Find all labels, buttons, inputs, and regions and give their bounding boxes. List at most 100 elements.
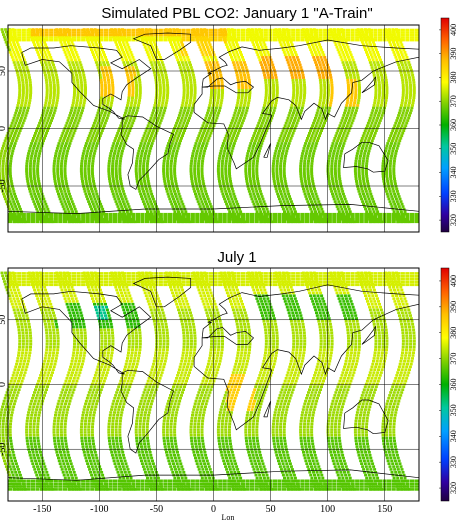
data-cell <box>160 61 164 64</box>
data-cell <box>302 76 305 79</box>
data-cell <box>118 159 122 163</box>
data-cell <box>93 185 97 188</box>
data-cell <box>74 126 78 130</box>
data-cell <box>51 101 55 105</box>
data-cell <box>173 43 177 46</box>
data-cell <box>401 96 405 100</box>
data-cell <box>13 124 17 127</box>
data-cell <box>27 152 31 155</box>
data-cell <box>95 53 99 57</box>
data-cell <box>378 91 382 95</box>
data-cell <box>121 119 125 122</box>
data-cell <box>317 104 321 107</box>
data-cell <box>108 180 112 183</box>
data-cell <box>99 131 103 135</box>
data-cell <box>313 137 317 140</box>
data-cell <box>300 68 304 72</box>
data-cell <box>279 144 283 148</box>
data-cell <box>25 83 29 87</box>
data-cell <box>8 200 12 203</box>
data-cell <box>2 180 6 183</box>
data-cell <box>235 134 239 138</box>
data-cell <box>148 129 152 132</box>
data-cell <box>326 175 330 178</box>
data-cell <box>411 76 415 79</box>
data-cell <box>124 197 128 201</box>
data-cell <box>247 190 251 193</box>
data-cell <box>25 96 29 100</box>
data-cell <box>279 164 283 168</box>
data-cell <box>246 152 250 155</box>
data-cell <box>0 167 1 170</box>
data-cell <box>193 167 197 170</box>
data-cell <box>174 45 178 49</box>
data-cell <box>409 86 413 89</box>
data-cell <box>152 58 156 62</box>
data-cell <box>172 31 177 34</box>
data-cell <box>163 220 168 224</box>
data-cell <box>337 175 341 178</box>
data-cell <box>103 78 107 82</box>
data-cell <box>94 220 99 224</box>
data-cell <box>243 63 247 67</box>
data-cell <box>12 38 17 42</box>
data-cell <box>234 129 238 132</box>
data-cell <box>363 205 367 208</box>
data-cell <box>93 56 96 59</box>
data-cell <box>64 142 68 145</box>
data-cell <box>152 137 156 140</box>
data-cell <box>194 192 197 196</box>
data-cell <box>279 167 282 170</box>
data-cell <box>172 28 177 32</box>
data-cell <box>177 124 181 127</box>
data-cell <box>134 164 138 168</box>
data-cell <box>116 131 120 135</box>
data-cell <box>37 180 41 183</box>
data-cell <box>239 76 243 79</box>
data-cell <box>81 33 86 37</box>
data-cell <box>192 99 196 102</box>
data-cell <box>142 172 146 175</box>
data-cell <box>153 51 157 54</box>
data-cell <box>326 81 330 84</box>
data-cell <box>230 215 234 218</box>
data-cell <box>395 48 398 52</box>
data-cell <box>44 114 48 117</box>
data-cell <box>302 167 306 170</box>
data-cell <box>47 51 51 54</box>
data-cell <box>300 71 304 74</box>
data-cell <box>44 38 49 42</box>
data-cell <box>285 197 289 201</box>
data-cell <box>64 180 68 183</box>
data-cell <box>401 66 405 69</box>
data-cell <box>205 53 209 57</box>
data-cell <box>244 88 248 92</box>
data-cell <box>101 207 105 211</box>
data-cell <box>76 56 80 59</box>
data-cell <box>323 86 327 89</box>
data-cell <box>192 78 196 82</box>
data-cell <box>32 144 36 148</box>
data-cell <box>354 86 358 89</box>
data-cell <box>4 187 8 191</box>
data-cell <box>130 101 134 105</box>
data-cell <box>182 81 186 84</box>
data-cell <box>158 220 163 224</box>
data-cell <box>251 172 255 175</box>
data-cell <box>375 58 379 62</box>
data-cell <box>20 61 23 64</box>
data-cell <box>189 172 193 175</box>
data-cell <box>26 36 31 39</box>
data-cell <box>202 152 206 155</box>
data-cell <box>337 162 341 165</box>
data-cell <box>53 33 58 37</box>
data-cell <box>346 81 350 84</box>
data-cell <box>1 167 5 170</box>
data-cell <box>12 126 16 130</box>
data-cell <box>245 182 249 186</box>
data-cell <box>134 114 137 117</box>
data-cell <box>154 53 158 57</box>
data-cell <box>216 63 220 67</box>
data-cell <box>397 131 401 135</box>
data-cell <box>219 73 223 77</box>
